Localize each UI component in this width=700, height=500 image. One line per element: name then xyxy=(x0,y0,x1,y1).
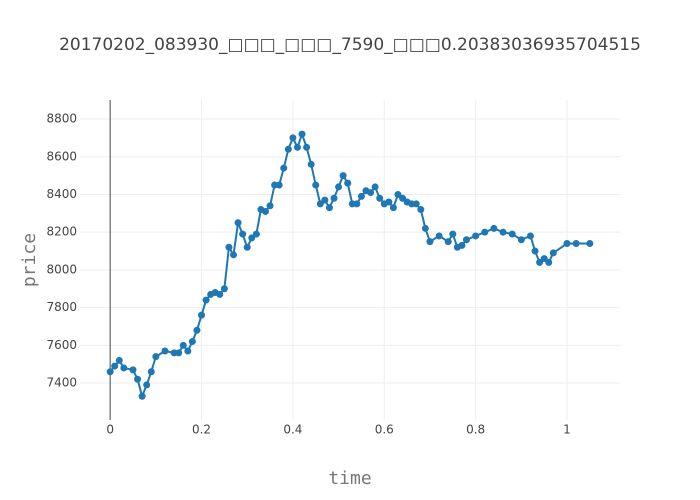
marker xyxy=(376,194,384,202)
x-tick-label: 0.8 xyxy=(466,423,485,437)
marker xyxy=(421,224,429,232)
marker xyxy=(243,243,251,251)
x-tick-label: 0 xyxy=(106,423,114,437)
marker xyxy=(307,160,315,168)
marker xyxy=(184,347,192,355)
marker xyxy=(444,238,452,246)
marker xyxy=(517,236,525,244)
marker xyxy=(179,341,187,349)
marker xyxy=(449,230,457,238)
marker xyxy=(508,230,516,238)
marker xyxy=(357,192,365,200)
marker xyxy=(417,206,425,214)
marker xyxy=(367,189,375,197)
marker xyxy=(426,238,434,246)
marker xyxy=(198,311,206,319)
marker xyxy=(129,366,137,374)
marker xyxy=(586,240,594,248)
marker xyxy=(138,392,146,400)
marker xyxy=(531,247,539,255)
marker xyxy=(458,241,466,249)
marker xyxy=(111,362,119,370)
marker xyxy=(202,296,210,304)
marker xyxy=(298,130,306,138)
marker xyxy=(275,181,283,189)
price-line xyxy=(109,131,590,400)
marker xyxy=(549,249,557,257)
marker xyxy=(225,243,233,251)
marker xyxy=(481,228,489,236)
marker xyxy=(412,200,420,208)
marker xyxy=(321,196,329,204)
x-tick-label: 0.6 xyxy=(375,423,394,437)
marker xyxy=(188,338,196,346)
marker xyxy=(335,183,343,191)
marker xyxy=(266,202,274,210)
marker xyxy=(563,240,571,248)
y-tick-label: 7800 xyxy=(46,300,77,314)
marker xyxy=(134,375,142,383)
marker xyxy=(175,349,183,357)
x-tick-label: 1 xyxy=(563,423,571,437)
marker xyxy=(325,204,333,212)
marker xyxy=(220,285,228,293)
marker xyxy=(389,204,397,212)
marker xyxy=(230,251,238,259)
marker xyxy=(115,356,123,364)
marker xyxy=(280,164,288,172)
marker xyxy=(526,232,534,240)
marker xyxy=(344,179,352,187)
marker xyxy=(462,236,470,244)
marker xyxy=(143,381,151,389)
y-tick-label: 8600 xyxy=(46,149,77,163)
marker xyxy=(353,200,361,208)
marker xyxy=(371,183,379,191)
y-tick-label: 8800 xyxy=(46,112,77,126)
marker xyxy=(385,198,393,206)
y-axis-title: price xyxy=(19,233,40,287)
marker xyxy=(472,232,480,240)
x-axis-title: time xyxy=(328,468,371,489)
marker xyxy=(289,134,297,142)
marker xyxy=(152,353,160,361)
marker xyxy=(293,143,301,151)
marker xyxy=(161,347,169,355)
marker xyxy=(499,228,507,236)
marker xyxy=(261,207,269,215)
marker xyxy=(234,219,242,227)
x-tick-label: 0.2 xyxy=(192,423,211,437)
chart-title: 20170202_083930_□□□_□□□_7590_□□□0.203830… xyxy=(59,35,641,55)
marker xyxy=(106,368,114,376)
marker xyxy=(572,240,580,248)
marker xyxy=(193,326,201,334)
marker xyxy=(339,172,347,180)
x-tick-label: 0.4 xyxy=(283,423,302,437)
y-tick-label: 8200 xyxy=(46,225,77,239)
marker xyxy=(330,194,338,202)
marker xyxy=(216,290,224,298)
marker xyxy=(120,364,128,372)
y-tick-label: 8000 xyxy=(46,262,77,276)
y-tick-label: 7400 xyxy=(46,376,77,390)
marker xyxy=(252,230,260,238)
marker xyxy=(147,368,155,376)
marker xyxy=(239,230,247,238)
marker xyxy=(545,258,553,266)
marker xyxy=(435,232,443,240)
y-tick-label: 7600 xyxy=(46,338,77,352)
marker xyxy=(303,143,311,151)
marker xyxy=(490,224,498,232)
marker xyxy=(284,145,292,153)
marker xyxy=(312,181,320,189)
y-tick-label: 8400 xyxy=(46,187,77,201)
